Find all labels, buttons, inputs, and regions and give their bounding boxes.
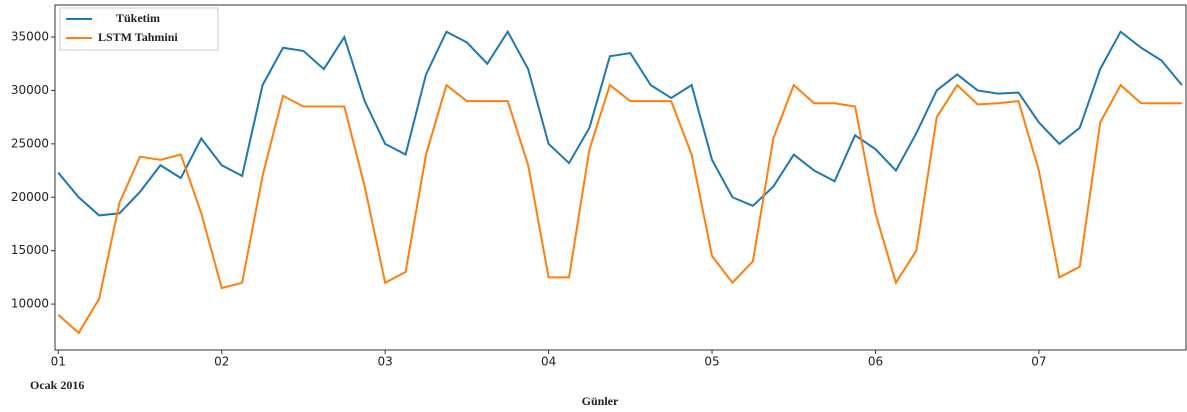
x-tick-label: 05 [704, 355, 719, 369]
y-tick-label: 10000 [11, 297, 49, 311]
x-tick-label: 04 [541, 355, 556, 369]
series-line [57, 83, 1182, 335]
legend-label: Tüketim [116, 11, 160, 25]
legend-label: LSTM Tahmini [98, 30, 178, 44]
x-axis-label: Günler [582, 394, 619, 408]
series-line [57, 29, 1183, 217]
y-tick-label: 15000 [11, 243, 49, 257]
legend-box [59, 7, 219, 51]
y-tick-label: 20000 [11, 190, 49, 204]
y-tick-label: 30000 [11, 83, 49, 97]
y-tick-label: 25000 [11, 136, 49, 150]
x-tick-label: 03 [378, 355, 393, 369]
y-tick-label: 35000 [11, 30, 49, 44]
plot-frame [54, 4, 1187, 351]
date-annotation: Ocak 2016 [30, 378, 84, 392]
x-tick-label: 06 [868, 355, 883, 369]
x-tick-label: 07 [1031, 355, 1046, 369]
x-tick-label: 02 [214, 355, 229, 369]
x-tick-label: 01 [51, 355, 66, 369]
